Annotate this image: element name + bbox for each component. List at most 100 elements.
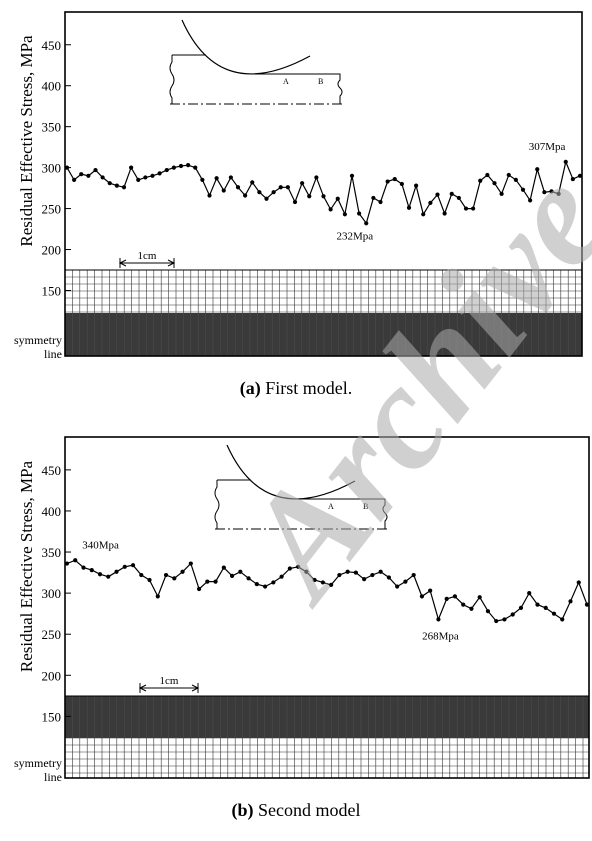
data-point [353,570,358,575]
annotation-label: 340Mpa [82,539,119,551]
workpiece-outline [295,498,388,529]
data-point [264,196,269,201]
data-point [300,181,305,186]
data-point [207,193,212,198]
data-point [64,561,70,566]
data-point [72,177,77,183]
series-line [66,559,588,622]
data-point [178,163,184,169]
data-point [499,191,504,196]
data-point [528,198,533,203]
data-point [86,173,91,178]
data-point [100,175,105,180]
data-point [421,212,426,217]
mesh-region [64,695,589,778]
data-point [542,190,547,195]
data-point [214,176,219,181]
data-point [428,588,433,593]
data-point [568,599,573,604]
data-point [403,579,408,584]
data-point [577,173,583,178]
data-point [250,180,255,185]
data-point [411,572,416,578]
scale-arrow [167,259,176,267]
data-point [337,572,342,578]
scale-bar-label: 1cm [160,675,179,687]
dense-mesh-region [65,313,582,356]
inset-label-b: B [363,502,368,511]
caption-b-label: (b) [231,800,254,820]
data-point [328,207,333,212]
scale-bar: 1cm [138,675,200,693]
plot-frame [64,436,590,779]
data-point [335,196,340,201]
data-point [463,206,469,211]
y-tick-label: 450 [42,463,62,478]
data-point [279,574,284,579]
symmetry-label: line [44,347,62,361]
data-point [254,581,259,587]
data-point [392,176,397,182]
data-point [143,175,148,180]
data-point [543,605,548,611]
data-point [371,195,376,201]
indenter-arc [181,19,311,75]
data-point [129,165,134,170]
data-point [370,572,375,578]
data-point [186,163,191,168]
scale-arrow [118,259,127,267]
y-axis-label: Residual Effective Stress, MPa [17,35,36,247]
data-point [513,177,518,183]
data-point [469,606,474,611]
data-point [357,211,362,216]
annotation-label: 268Mpa [422,630,459,642]
data-point [414,183,419,188]
data-point [106,574,111,579]
data-point [345,569,350,574]
data-point [471,206,476,211]
data-point [584,602,590,607]
inset-label-b: B [318,77,323,86]
symmetry-label: symmetry [14,756,62,770]
data-point [188,561,193,566]
data-point [477,595,482,600]
symmetry-label: line [44,770,62,784]
data-point [213,579,218,584]
data-point [560,617,565,622]
data-point [478,178,483,183]
data-point [362,577,367,582]
data-point [419,594,425,599]
data-point [485,172,490,178]
y-tick-label: 400 [42,79,62,94]
data-point [527,591,532,596]
data-point [193,165,198,170]
data-point [136,177,141,183]
data-point [285,185,290,190]
data-point [510,612,515,617]
data-point [73,558,78,563]
data-point [93,167,98,173]
data-point [81,565,86,570]
data-point [271,580,276,585]
data-point [435,192,440,197]
panel-b: 150 200 250 300 350 400 450 Residual Effective … [14,436,590,784]
data-point [164,167,169,173]
annotation-label: 232Mpa [337,230,374,242]
caption-b-text: Second model [253,800,361,820]
data-point [180,569,185,574]
y-tick-label: 400 [42,504,62,519]
data-point [228,175,233,180]
scale-bar: 1cm [118,250,176,268]
data-point [171,165,176,170]
data-point [452,594,458,599]
data-point [292,199,298,205]
data-point [312,577,317,583]
caption-a-label: (a) [239,378,261,398]
y-tick-label: 300 [42,161,62,176]
data-point [271,190,276,195]
data-point [428,200,433,205]
data-point [506,172,511,178]
data-point [262,584,268,589]
scale-arrow [191,684,200,692]
inset-label-a: A [283,77,289,86]
